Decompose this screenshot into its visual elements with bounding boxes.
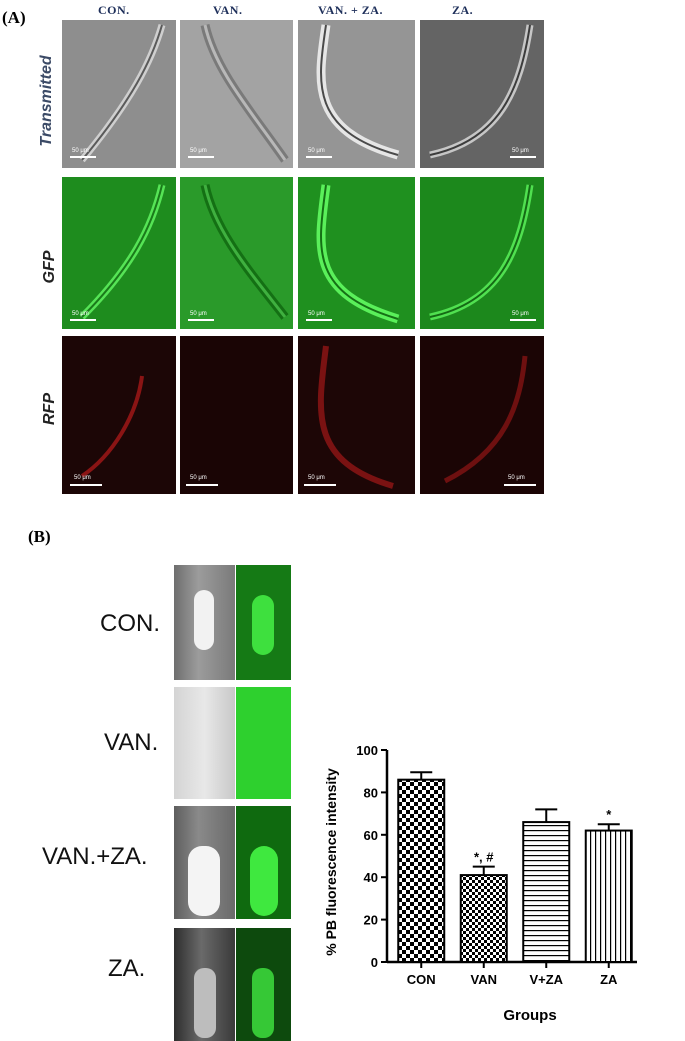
scale-bar-label: 50 μm xyxy=(508,475,525,481)
crop-transmitted-van xyxy=(174,687,235,799)
micrograph-gfp-van-za: 50 μm xyxy=(298,177,415,329)
significance-annotation: *, # xyxy=(474,850,494,865)
crop-gfp-con xyxy=(236,565,291,680)
column-header-van-za: VAN. + ZA. xyxy=(318,3,383,17)
micrograph-transmitted-za: 50 μm xyxy=(420,20,544,168)
micrograph-rfp-van: 50 μm xyxy=(180,336,293,494)
scale-bar-label: 50 μm xyxy=(512,311,529,317)
image-label-za: ZA. xyxy=(108,955,146,982)
panel-b-label: (B) xyxy=(28,527,51,546)
row-label-gfp: GFP xyxy=(41,250,58,284)
scale-bar-label: 50 μm xyxy=(190,148,207,154)
column-header-van: VAN. xyxy=(213,3,243,17)
scale-bar-label: 50 μm xyxy=(308,475,325,481)
micrograph-rfp-con: 50 μm xyxy=(62,336,176,494)
y-tick-label: 0 xyxy=(371,955,378,970)
micrograph-gfp-za: 50 μm xyxy=(420,177,544,329)
crop-transmitted-van-za xyxy=(174,806,235,919)
y-tick-label: 40 xyxy=(364,870,378,885)
row-label-transmitted: Transmitted xyxy=(38,55,55,147)
y-tick-label: 20 xyxy=(364,913,378,928)
micrograph-transmitted-van: 50 μm xyxy=(180,20,293,168)
crop-transmitted-za xyxy=(174,928,235,1041)
crop-gfp-van-za xyxy=(236,806,291,919)
crop-gfp-van xyxy=(236,687,291,799)
crop-transmitted-con xyxy=(174,565,235,680)
micrograph-rfp-za: 50 μm xyxy=(420,336,544,494)
row-label-rfp: RFP xyxy=(41,393,58,425)
scale-bar-label: 50 μm xyxy=(72,311,89,317)
column-header-za: ZA. xyxy=(452,3,474,17)
column-header-con: CON. xyxy=(98,3,130,17)
image-label-van: VAN. xyxy=(104,729,159,756)
y-tick-label: 80 xyxy=(364,785,378,800)
scale-bar-label: 50 μm xyxy=(74,475,91,481)
panel-a-label: (A) xyxy=(2,8,26,27)
bar-con xyxy=(397,778,446,964)
scale-bar-label: 50 μm xyxy=(308,311,325,317)
x-tick-label: ZA xyxy=(600,972,618,987)
bar-v-za xyxy=(522,821,571,963)
x-tick-label: V+ZA xyxy=(529,972,563,987)
micrograph-transmitted-van-za: 50 μm xyxy=(298,20,415,168)
image-label-van-za: VAN.+ZA. xyxy=(42,843,148,870)
bar-za xyxy=(584,829,633,963)
scale-bar-label: 50 μm xyxy=(190,311,207,317)
y-tick-label: 100 xyxy=(356,743,378,758)
micrograph-transmitted-con: 50 μm xyxy=(62,20,176,168)
pb-fluorescence-bar-chart: 0 20 40 60 80 100 CON VAN *, # V+ZA ZA * % PB fluor… xyxy=(323,743,637,1024)
significance-annotation: * xyxy=(606,807,612,822)
crop-gfp-za xyxy=(236,928,291,1041)
x-tick-label: CON xyxy=(407,972,436,987)
micrograph-gfp-con: 50 μm xyxy=(62,177,176,329)
scale-bar-label: 50 μm xyxy=(190,475,207,481)
x-axis-title: Groups xyxy=(503,1007,556,1024)
bar-van xyxy=(459,874,508,963)
scale-bar-label: 50 μm xyxy=(308,148,325,154)
x-tick-label: VAN xyxy=(471,972,497,987)
micrograph-rfp-van-za: 50 μm xyxy=(298,336,415,494)
y-axis-title: % PB fluorescence intensity xyxy=(323,768,339,956)
y-tick-label: 60 xyxy=(364,828,378,843)
scale-bar-label: 50 μm xyxy=(512,148,529,154)
scale-bar-label: 50 μm xyxy=(72,148,89,154)
micrograph-gfp-van: 50 μm xyxy=(180,177,293,329)
image-label-con: CON. xyxy=(100,610,160,637)
